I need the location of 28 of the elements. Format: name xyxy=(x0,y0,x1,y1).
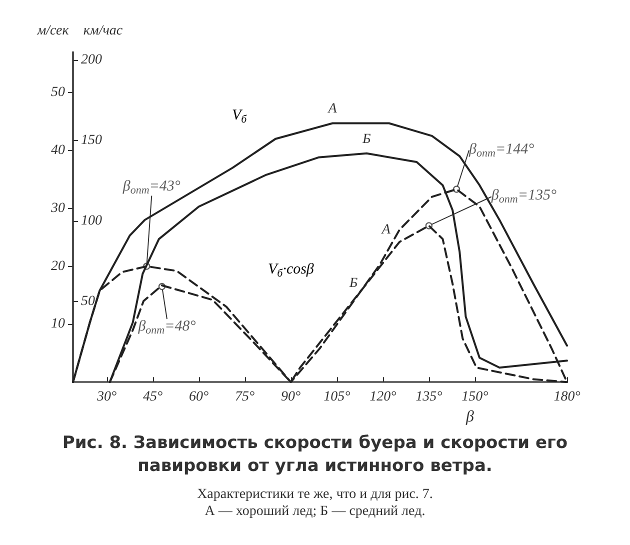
y-tick-label: 10 xyxy=(51,316,65,332)
series-label: Б xyxy=(348,276,358,292)
series-label: А xyxy=(327,102,338,117)
x-tick-label: 105° xyxy=(324,390,351,405)
y2-tick-label: 50 xyxy=(81,294,95,310)
x-tick-label: 30° xyxy=(96,390,117,405)
y-tick-label: 30 xyxy=(50,200,65,216)
text: Характеристики те же, что и для рис. 7. А — хороший лед; Б — средний лед. xyxy=(196,486,434,520)
x-tick-label: 45° xyxy=(142,390,163,405)
series-label: А xyxy=(380,222,391,238)
y-tick-label: 50 xyxy=(51,85,65,100)
series-label: Б xyxy=(362,132,371,147)
y-axis-title: м/сек xyxy=(36,24,70,38)
x-axis-title: β xyxy=(465,408,474,426)
x-tick-label: 90° xyxy=(281,390,302,405)
y-tick-label: 20 xyxy=(51,258,65,274)
x-tick-label: 150° xyxy=(462,390,489,405)
x-tick-label: 60° xyxy=(188,390,209,405)
text: Рис. 8. Зависимость скорости буера и скорости его павировки от угла истинного ветра. xyxy=(61,432,569,478)
x-tick-label: 135° xyxy=(416,390,443,405)
x-tick-label: 180° xyxy=(554,390,581,405)
x-tick-label: 120° xyxy=(370,390,397,405)
y2-tick-label: 100 xyxy=(81,214,102,229)
y2-tick-label: 200 xyxy=(81,52,102,68)
y2-tick-label: 150 xyxy=(81,133,102,148)
x-tick-label: 75° xyxy=(235,390,256,405)
y2-axis-title: км/час xyxy=(83,24,124,38)
y-tick-label: 40 xyxy=(51,142,65,158)
